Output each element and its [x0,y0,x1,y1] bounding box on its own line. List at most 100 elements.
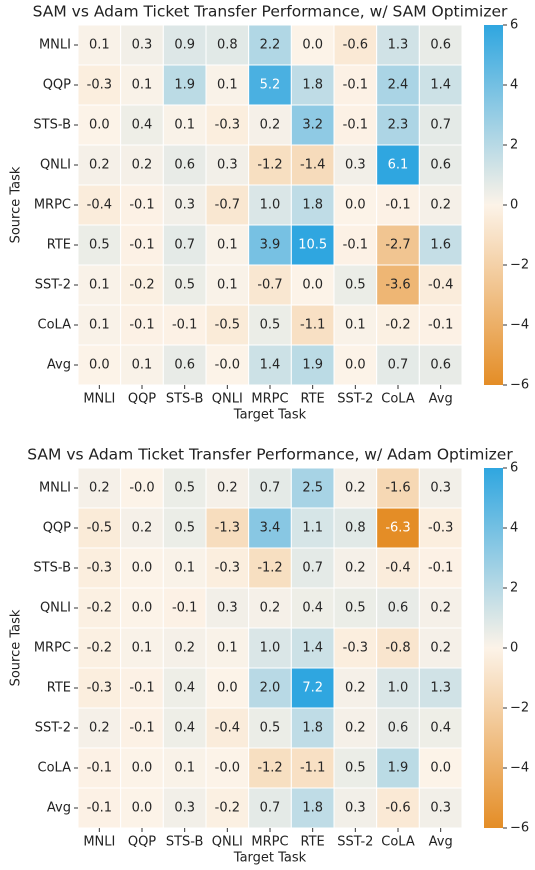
x-tick-label: RTE [301,835,325,850]
heatmap-cell [376,467,420,509]
heatmap-cell [120,787,164,829]
cell-label: -0.1 [129,318,154,333]
heatmap-cell [418,627,463,669]
cell-label: -0.1 [129,198,154,213]
cell-label: 0.1 [89,278,110,293]
cell-label: 0.0 [217,681,238,696]
heatmap-cell [418,224,463,266]
y-tick-label: STS-B [33,561,71,576]
heatmap-cell [290,184,335,226]
cell-label: -6.3 [385,521,410,536]
cell-label: -0.3 [428,521,453,536]
x-tick-label: CoLA [381,835,415,850]
cell-label: 1.1 [302,521,323,536]
cell-label: 0.2 [430,601,451,616]
heatmap-cell [205,184,250,226]
cell-label: 1.4 [260,358,281,373]
cell-label: 0.3 [174,198,195,213]
heatmap-cell [205,587,250,629]
heatmap-cell [333,467,378,509]
y-tick-label: CoLA [38,318,72,333]
x-tick-label: SST-2 [337,392,373,407]
heatmap-cell [205,224,250,266]
heatmap-cell [376,64,420,106]
cell-label: 1.9 [388,761,409,776]
heatmap-cell [205,467,250,509]
cell-label: 0.4 [132,118,153,133]
y-tick-label: MRPC [34,198,71,213]
cell-label: 2.2 [260,38,281,53]
heatmap-cell [205,144,250,186]
x-tick-label: QQP [128,835,156,850]
cell-label: 3.4 [260,521,281,536]
cell-label: -0.5 [215,318,240,333]
cell-label: 0.5 [260,721,281,736]
cell-label: -0.4 [215,721,240,736]
cell-label: -0.1 [172,318,197,333]
cell-label: -0.1 [129,238,154,253]
cell-label: 0.6 [388,601,409,616]
heatmap-cell [77,627,122,669]
cell-label: 1.9 [302,358,323,373]
heatmap-cell [333,344,378,386]
cell-label: 0.2 [217,481,238,496]
cell-label: 0.3 [345,801,366,816]
cell-label: 0.7 [302,561,323,576]
cell-label: -0.1 [343,118,368,133]
x-axis-label: Target Task [233,408,307,423]
x-tick-label: QQP [128,392,156,407]
heatmap-cell [376,507,420,549]
cell-label: 0.2 [260,601,281,616]
cell-label: 1.0 [388,681,409,696]
heatmap-cell [120,264,164,306]
cell-label: 0.6 [388,721,409,736]
cell-label: -1.6 [385,481,410,496]
y-axis-label: Source Task [9,166,24,243]
y-tick-label: RTE [47,681,71,696]
heatmap-cell [205,104,250,146]
heatmap-cell [162,344,207,386]
cell-label: 0.5 [174,521,195,536]
cell-label: 0.0 [345,358,366,373]
cell-label: -1.1 [300,761,325,776]
heatmap-cell [376,627,420,669]
heatmap-cell [120,344,164,386]
x-tick-label: MNLI [83,392,115,407]
colorbar-tick-label: −6 [510,378,529,393]
cell-label: -0.4 [87,198,112,213]
heatmap-cell [290,304,335,346]
cell-label: 0.2 [89,481,110,496]
cell-label: 0.1 [217,641,238,656]
cell-label: 1.4 [302,641,323,656]
cell-label: 0.7 [260,801,281,816]
cell-label: -1.1 [300,318,325,333]
cell-label: 0.2 [132,158,153,173]
cell-label: -0.3 [215,561,240,576]
cell-label: 2.3 [388,118,409,133]
heatmap-cell [418,667,463,709]
cell-label: -0.2 [87,601,112,616]
heatmap-cell [290,224,335,266]
heatmap-cell [418,507,463,549]
cell-label: 0.0 [132,561,153,576]
heatmap-cell [376,707,420,749]
cell-label: 2.0 [260,681,281,696]
heatmap-cell [162,787,207,829]
colorbar-tick-label: 2 [510,138,518,153]
cell-label: 0.8 [217,38,238,53]
cell-label: 0.5 [260,318,281,333]
cell-label: -0.1 [172,601,197,616]
cell-label: 1.8 [302,721,323,736]
cell-label: 1.8 [302,198,323,213]
cell-label: 0.3 [217,601,238,616]
heatmap-cell [248,627,292,669]
cell-label: 0.3 [345,158,366,173]
heatmap-cell [248,547,292,589]
heatmap-cell [120,507,164,549]
cell-label: 0.2 [89,158,110,173]
heatmap-cell [248,467,292,509]
cell-label: 0.2 [260,118,281,133]
x-tick-label: QNLI [212,835,243,850]
heatmap-cell [290,707,335,749]
cell-label: 1.3 [388,38,409,53]
